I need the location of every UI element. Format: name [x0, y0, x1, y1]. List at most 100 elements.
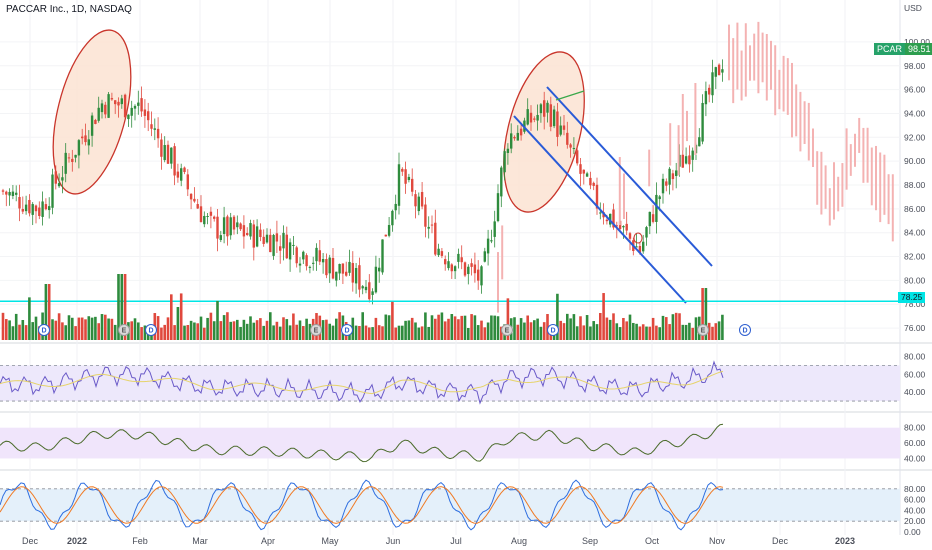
volume-bar	[137, 322, 140, 340]
candle-body	[572, 147, 576, 149]
event-marker	[145, 324, 157, 336]
candle-body	[298, 263, 302, 266]
volume-bar	[401, 325, 404, 340]
candle-body	[447, 261, 450, 269]
volume-bar	[143, 325, 147, 340]
volume-bar	[575, 326, 579, 340]
candle-body	[648, 211, 651, 227]
volume-bar	[625, 321, 628, 340]
candle-body	[206, 215, 209, 217]
volume-bar	[437, 314, 440, 340]
candle-body	[140, 98, 143, 112]
candle-body	[229, 217, 232, 236]
y-tick-label: 96.00	[904, 85, 926, 95]
price-tag-value: 98.51	[905, 43, 932, 55]
event-marker-label: E	[505, 328, 510, 335]
volume-bar	[209, 312, 213, 340]
volume-bar	[229, 321, 232, 340]
candle-body	[239, 223, 242, 230]
x-tick-label: 2022	[67, 536, 87, 546]
volume-bar	[582, 325, 586, 340]
candle-body	[579, 164, 582, 174]
candle-body	[5, 191, 8, 195]
y-tick-label: 90.00	[904, 156, 926, 166]
candle-body	[503, 151, 506, 173]
candle-body	[1, 190, 5, 192]
y-tick-label: 84.00	[904, 228, 926, 238]
volume-bar	[288, 325, 292, 340]
indicator-y-tick: 60.00	[904, 369, 926, 379]
volume-bar	[688, 322, 691, 340]
candle-body	[44, 204, 48, 210]
volume-bar	[529, 322, 533, 340]
y-tick-label: 78.00	[904, 299, 926, 309]
candle-body	[351, 263, 354, 283]
volume-bar	[298, 320, 302, 340]
candle-body	[358, 265, 361, 290]
candle-body	[483, 251, 486, 262]
volume-bar	[64, 325, 67, 340]
candle-body	[546, 102, 549, 113]
volume-bar	[321, 320, 325, 340]
candle-body	[193, 198, 196, 202]
volume-bar	[160, 327, 163, 340]
candle-body	[282, 232, 285, 249]
candle-body	[222, 217, 226, 234]
volume-bar	[407, 320, 411, 340]
candle-body	[51, 174, 54, 208]
candle-body	[569, 144, 572, 148]
candle-body	[133, 105, 137, 109]
candle-body	[486, 238, 490, 254]
candle-body	[500, 167, 503, 197]
volume-bar	[212, 321, 216, 340]
volume-bar	[605, 317, 609, 340]
candle-body	[279, 246, 282, 251]
volume-bar	[434, 318, 437, 340]
volume-bar	[163, 324, 166, 340]
candle-body	[219, 235, 222, 240]
candle-body	[186, 174, 189, 190]
volume-bar	[691, 327, 694, 340]
volume-bar	[186, 324, 190, 340]
marker-ellipse	[633, 232, 643, 244]
event-marker-label: E	[701, 328, 706, 335]
volume-bar	[602, 293, 605, 340]
rsi-line	[0, 360, 724, 405]
candle-body	[513, 136, 516, 139]
indicator-y-tick: 40.00	[904, 387, 926, 397]
candle-body	[615, 225, 618, 227]
candle-body	[236, 222, 239, 228]
candle-body	[552, 109, 556, 127]
rsi-ma-line	[0, 370, 724, 395]
event-marker-label: E	[122, 328, 127, 335]
candle-body	[166, 144, 170, 164]
y-tick-label: 98.00	[904, 61, 926, 71]
volume-bar	[460, 315, 463, 340]
candle-body	[397, 164, 401, 206]
candle-body	[173, 146, 176, 176]
candle-body	[153, 128, 156, 130]
volume-bar	[453, 316, 457, 340]
candle-body	[473, 264, 477, 274]
candle-body	[440, 251, 444, 256]
candle-body	[434, 222, 437, 255]
volume-bar	[427, 326, 430, 340]
candle-body	[381, 239, 384, 273]
volume-bar	[668, 324, 671, 340]
candle-body	[97, 107, 100, 121]
volume-bar	[104, 314, 107, 340]
volume-bar	[717, 321, 721, 340]
candle-body	[226, 216, 229, 237]
volume-bar	[467, 327, 470, 340]
volume-bar	[420, 326, 424, 340]
candle-body	[490, 240, 493, 242]
x-tick-label: 2023	[835, 536, 855, 546]
candle-body	[450, 264, 453, 272]
candle-body	[526, 109, 529, 125]
candle-body	[496, 193, 500, 222]
volume-bar	[176, 307, 180, 340]
candle-body	[232, 216, 236, 230]
volume-bar	[721, 314, 724, 340]
volume-bar	[239, 326, 242, 340]
event-marker-label: D	[41, 328, 46, 335]
